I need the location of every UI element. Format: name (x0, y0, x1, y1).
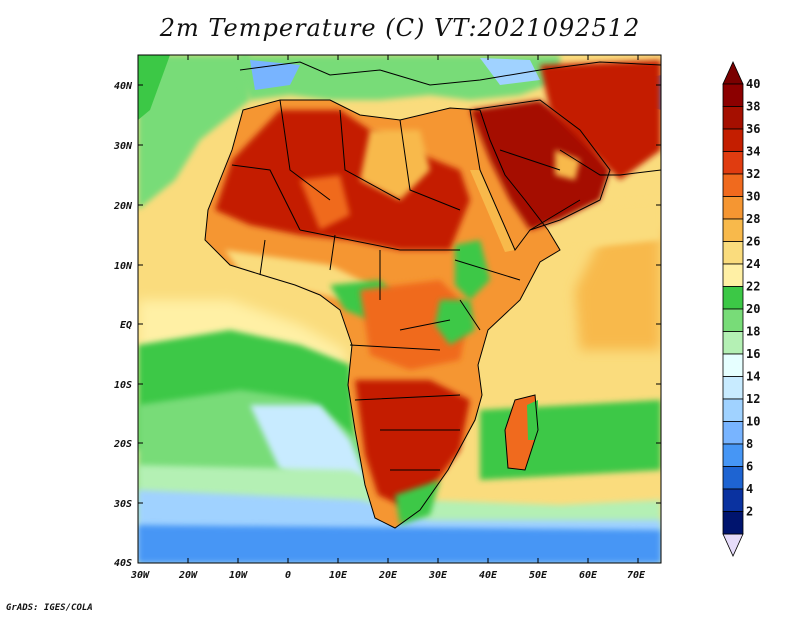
colorbar: 40 38 36 34 32 30 28 26 24 22 20 18 16 14 12 10 8 6 4 2 (722, 61, 760, 557)
lat-label-EQ: EQ (120, 320, 132, 331)
colorbar-top-arrow (722, 61, 744, 85)
ocean-arabian-sea (575, 230, 661, 350)
colorbar-cell (722, 353, 744, 377)
colorbar-cell (722, 398, 744, 422)
latitude-axis: 40N 30N 20N 10N EQ 10S 20S 30S 40S (113, 81, 661, 569)
madagascar-east-coast (527, 400, 538, 440)
lon-label-30W: 30W (130, 570, 150, 581)
colorbar-cell (722, 83, 744, 107)
lon-label-70E: 70E (627, 570, 646, 581)
lat-label-40N: 40N (114, 81, 133, 92)
gulf-coastline (559, 149, 661, 176)
colorbar-label: 22 (746, 280, 760, 294)
colorbar-label: 24 (746, 257, 760, 271)
colorbar-cell (722, 331, 744, 355)
lat-label-30S: 30S (113, 499, 132, 510)
colorbar-cell (722, 241, 744, 265)
colorbar-cell (722, 128, 744, 152)
ocean-north-atlantic-cool (138, 55, 170, 120)
grads-credit: GrADS: IGES/COLA (6, 603, 93, 613)
colorbar-label: 6 (746, 460, 753, 474)
colorbar-label: 12 (746, 392, 760, 406)
europe-coastline (239, 61, 661, 86)
ethiopia-highlands (455, 240, 490, 300)
colorbar-cell (722, 466, 744, 490)
colorbar-cell (722, 218, 744, 242)
persian-gulf (555, 150, 580, 180)
colorbar-label: 28 (746, 212, 760, 226)
lon-label-50E: 50E (529, 570, 548, 581)
lon-label-10W: 10W (229, 570, 248, 581)
lon-label-20W: 20W (178, 570, 198, 581)
sahara-mid (300, 175, 350, 230)
ocean-southern-deep (138, 525, 661, 563)
iran-hot (540, 60, 661, 180)
colorbar-label: 2 (746, 505, 753, 519)
colorbar-label: 14 (746, 370, 760, 384)
colorbar-label: 10 (746, 415, 760, 429)
sahara-hot (215, 110, 470, 250)
colorbar-bottom-arrow (722, 533, 744, 557)
map-title: 2m Temperature (C) VT:2021092512 (159, 14, 641, 42)
lat-label-20N: 20N (113, 201, 133, 212)
lat-label-10N: 10N (114, 261, 133, 272)
colorbar-label: 4 (746, 482, 753, 496)
colorbar-cell (722, 106, 744, 130)
colorbar-cell (722, 151, 744, 175)
colorbar-cell (722, 488, 744, 512)
colorbar-label: 40 (746, 77, 760, 91)
lon-label-30E: 30E (428, 570, 448, 581)
coastlines (204, 61, 661, 529)
colorbar-cell (722, 443, 744, 467)
colorbar-cell (722, 308, 744, 332)
red-sea (470, 170, 515, 252)
colorbar-cell (722, 511, 744, 535)
lat-label-20S: 20S (113, 439, 132, 450)
colorbar-label: 34 (746, 145, 760, 159)
longitude-axis: 30W 20W 10W 0 10E 20E 30E 40E 50E 60E 70… (130, 55, 646, 581)
lon-label-0: 0 (285, 570, 291, 581)
madagascar-coastline (504, 394, 539, 471)
lat-label-10S: 10S (114, 380, 132, 391)
ocean-north-atlantic (138, 55, 250, 210)
colorbar-cell (722, 173, 744, 197)
colorbar-label: 16 (746, 347, 760, 361)
lon-label-10E: 10E (329, 570, 348, 581)
lon-label-40E: 40E (479, 570, 498, 581)
lon-label-20E: 20E (378, 570, 398, 581)
colorbar-label: 30 (746, 190, 760, 204)
colorbar-label: 20 (746, 302, 760, 316)
colorbar-label: 26 (746, 235, 760, 249)
lon-label-60E: 60E (579, 570, 598, 581)
colorbar-label: 32 (746, 167, 760, 181)
lat-label-30N: 30N (113, 141, 133, 152)
europe-mediterranean (240, 55, 560, 100)
country-borders (231, 99, 581, 471)
south-africa-coast (395, 480, 440, 525)
lat-label-40S: 40S (114, 558, 132, 569)
colorbar-label: 36 (746, 122, 760, 136)
colorbar-label: 18 (746, 325, 760, 339)
colorbar-label: 8 (746, 437, 753, 451)
southern-africa-hot (355, 380, 470, 505)
colorbar-label: 38 (746, 100, 760, 114)
map-field (138, 55, 661, 563)
arabia-coastline (469, 99, 611, 251)
colorbar-cell (722, 421, 744, 445)
great-lakes-cool (435, 300, 475, 345)
libya-warm (360, 130, 430, 200)
colorbar-cell (722, 196, 744, 220)
plot-frame (137, 54, 662, 564)
colorbar-cell (722, 263, 744, 287)
colorbar-cell (722, 286, 744, 310)
turkey-cool (480, 58, 540, 85)
colorbar-cell (722, 376, 744, 400)
